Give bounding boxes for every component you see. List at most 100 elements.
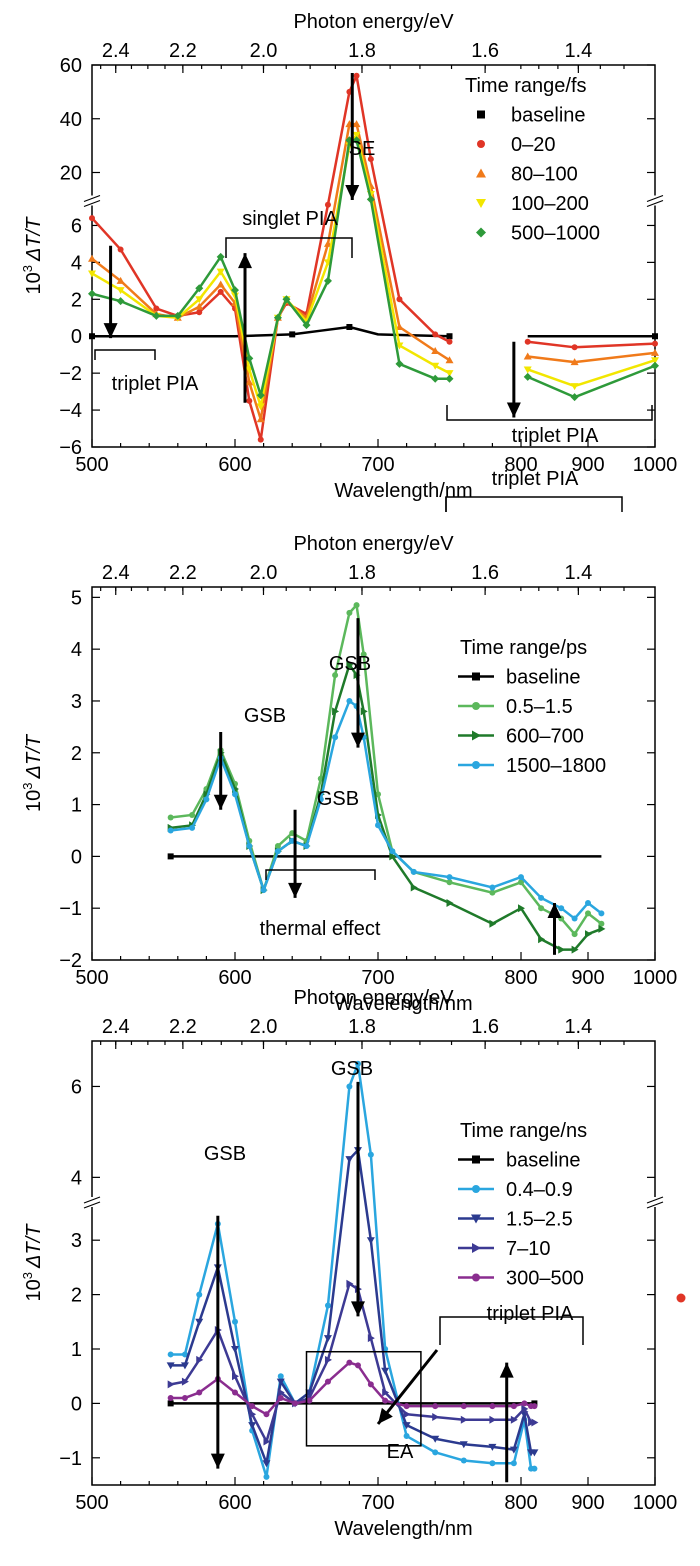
data-point (367, 1334, 375, 1343)
data-point (477, 140, 485, 148)
data-point (245, 354, 254, 363)
data-point (353, 72, 360, 79)
annotation-gsb-2: GSB (331, 1058, 373, 1080)
annotation-gsb-1: GSB (204, 1143, 246, 1165)
data-point (195, 302, 204, 310)
y-tick-label: 0 (71, 326, 82, 348)
data-point (246, 843, 253, 850)
data-point (352, 136, 361, 145)
axis-break-mark (646, 199, 664, 208)
data-point (181, 1351, 188, 1358)
legend-item-0: baseline (477, 105, 586, 127)
data-point (477, 110, 485, 119)
series-4 (167, 1359, 538, 1418)
data-point (231, 1346, 240, 1353)
data-point (558, 905, 565, 912)
annotation-triplet-pia-nir: triplet PIA (512, 425, 599, 447)
x-tick-label: 500 (75, 967, 108, 989)
y-tick-label: 2 (71, 1285, 82, 1307)
data-point (354, 1060, 361, 1067)
data-point (652, 333, 658, 340)
data-point (180, 1362, 189, 1370)
y-axis-label: 103 ΔT/T (20, 1223, 45, 1302)
x-tick-label: 700 (361, 1492, 394, 1514)
y-tick-label: 0 (71, 1393, 82, 1415)
data-point (256, 391, 265, 400)
data-point (445, 356, 454, 364)
data-point (354, 1362, 361, 1369)
data-point (538, 905, 545, 912)
data-point (510, 1460, 517, 1467)
legend-item-1: 0–20 (477, 134, 556, 156)
y-label-exponent: 3 (20, 782, 35, 789)
data-point (518, 874, 525, 881)
data-point (472, 702, 480, 710)
y-tick-label: −4 (59, 400, 82, 422)
energy-tick-label: 2.0 (250, 1016, 278, 1038)
data-point (324, 1302, 331, 1309)
axis-break-gap (85, 1197, 99, 1207)
data-point (324, 201, 331, 208)
legend-label: 100–200 (511, 193, 589, 215)
data-point (332, 707, 340, 716)
data-point (196, 1355, 204, 1364)
data-point (249, 1403, 256, 1410)
data-point (446, 874, 453, 881)
legend-label: 600–700 (506, 726, 584, 748)
annotation-gsb-2: GSB (317, 788, 359, 810)
data-point (598, 924, 606, 933)
legend-item-3: 7–10 (458, 1238, 551, 1260)
series-line (170, 699, 603, 920)
energy-axis-label: Photon energy/eV (293, 987, 454, 1009)
legend-item-0: baseline (458, 667, 581, 689)
energy-tick-label: 1.8 (348, 1016, 376, 1038)
data-point (598, 920, 605, 927)
data-point (195, 284, 204, 293)
arrow-se-head (345, 185, 360, 200)
x-tick-label: 800 (504, 1492, 537, 1514)
data-point (195, 1318, 204, 1326)
y-tick-label: 1 (71, 795, 82, 817)
data-point (195, 296, 204, 304)
y-label-quantity: ΔT/T (23, 1223, 45, 1269)
data-point (346, 609, 353, 616)
data-point (323, 1335, 332, 1343)
legend-item-3: 100–200 (476, 193, 589, 215)
data-point (476, 168, 486, 178)
annotation-gsb-1: GSB (244, 705, 286, 727)
data-point (306, 1397, 313, 1404)
arrow-triplet-pia-head (499, 1362, 514, 1378)
data-point (292, 1400, 299, 1407)
data-point (89, 333, 95, 340)
data-point (346, 660, 354, 669)
x-tick-label: 800 (504, 454, 537, 476)
y-axis-label: 103 ΔT/T (20, 216, 45, 295)
data-point (360, 651, 367, 658)
legend-label: 0.4–0.9 (506, 1179, 573, 1201)
data-point (346, 1359, 353, 1366)
energy-tick-label: 2.4 (102, 1016, 130, 1038)
data-point (274, 848, 281, 855)
y-tick-label: −6 (59, 437, 82, 459)
data-point (651, 348, 659, 356)
data-point (432, 1413, 440, 1421)
arrow-gsb-1-head (210, 1453, 225, 1469)
data-point (521, 1400, 528, 1407)
data-point (432, 331, 439, 338)
data-point (366, 195, 375, 204)
x-tick-label: 700 (361, 454, 394, 476)
data-point (116, 287, 125, 295)
data-point (402, 1422, 411, 1430)
data-point (167, 1380, 175, 1389)
data-point (346, 324, 353, 330)
bracket-thermal (265, 869, 376, 880)
data-point (395, 342, 404, 350)
data-point (460, 1415, 468, 1424)
data-point (431, 1435, 440, 1443)
arrow-triplet-pia-head (547, 903, 562, 919)
data-point (571, 915, 578, 922)
data-point (651, 357, 659, 365)
legend-item-4: 300–500 (458, 1268, 584, 1290)
data-point (346, 697, 353, 704)
data-point (167, 853, 174, 860)
